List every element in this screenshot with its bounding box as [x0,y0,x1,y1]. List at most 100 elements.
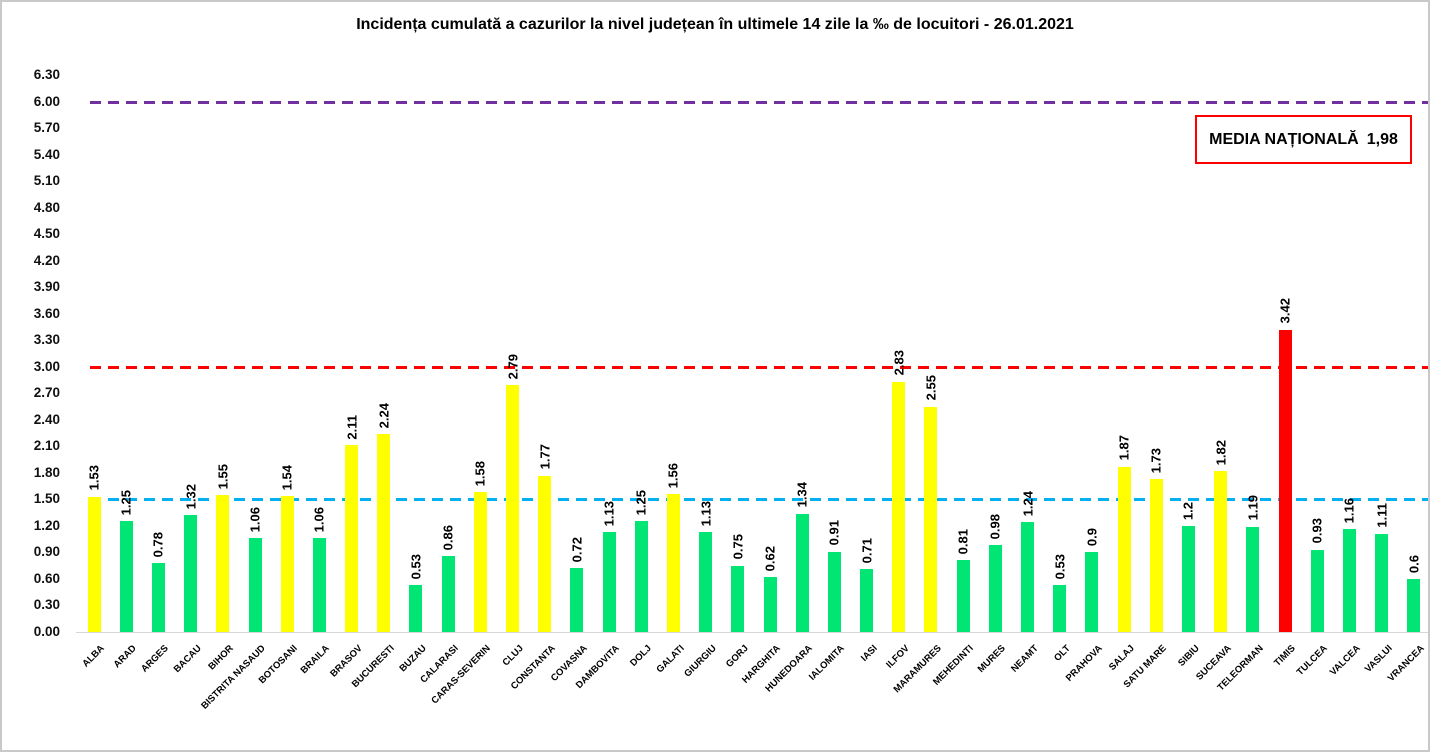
y-tick-label: 1.20 [33,517,60,533]
bar-slot-iasi: 0.71 [851,75,883,632]
bar [602,532,616,632]
bar-value-label: 1.82 [1213,439,1229,466]
bar-value-label: 3.42 [1277,298,1293,324]
bar-slot-timis: 3.42 [1269,75,1301,632]
bar-value-label: 2.24 [376,402,392,428]
y-tick-label: 0.00 [33,624,60,639]
bar-series: 1.53 1.25 0.78 1.32 1.55 1.06 1.54 1.06 2.11 2.24… [78,75,1428,632]
bar-value-label: 1.25 [633,490,649,516]
bar-slot-salaj: 1.87 [1108,75,1140,632]
bar-slot-dolj: 1.25 [625,75,657,632]
bar-value-label: 1.56 [665,462,681,489]
purple-threshold-line [90,100,1428,104]
bar-value-label: 1.19 [1245,495,1261,521]
y-tick-label: 0.60 [33,570,60,586]
bar-value-label: 1.32 [183,483,199,510]
bar [473,492,487,632]
bar [924,406,938,632]
bar [860,569,874,632]
bar [1375,533,1389,632]
bar-slot-maramures: 2.55 [915,75,947,632]
bar-slot-caras-severin: 1.58 [464,75,496,632]
bar-slot-satu-mare: 1.73 [1140,75,1172,632]
bar [441,555,455,632]
bar-value-label: 1.2 [1180,501,1196,520]
bar-slot-arad: 1.25 [110,75,142,632]
bar-slot-galati: 1.56 [657,75,689,632]
bar-value-label: 1.25 [118,490,134,516]
bar-slot-ilfov: 2.83 [883,75,915,632]
x-axis-line [76,632,1428,633]
bar-value-label: 0.75 [730,534,746,560]
bar-value-label: 2.11 [344,414,360,440]
bar-slot-valcea: 1.16 [1333,75,1365,632]
y-tick-label: 5.70 [33,120,60,136]
bar-value-label: 2.79 [505,354,521,380]
bar [1278,329,1292,632]
y-tick-label: 1.50 [33,491,60,507]
bar-value-label: 1.16 [1341,498,1357,524]
y-tick-label: 2.40 [33,411,60,427]
bar [956,560,970,632]
bar [1053,585,1067,632]
bar [699,532,713,632]
bar-slot-bistrita-nasaud: 1.06 [239,75,271,632]
bar-value-label: 1.06 [247,506,263,533]
bar [280,495,294,632]
bar [1246,526,1260,632]
chart-title: Incidența cumulată a cazurilor la nivel … [356,16,1074,33]
bar-value-label: 0.72 [569,537,585,563]
bar-slot-teleorman: 1.19 [1237,75,1269,632]
y-tick-label: 2.10 [33,438,60,454]
bar-slot-gorj: 0.75 [722,75,754,632]
bar [119,521,133,632]
bar-value-label: 1.87 [1116,435,1132,461]
bar-value-label: 0.6 [1406,554,1422,573]
bar-value-label: 1.13 [601,500,617,527]
bar-slot-neamt: 1.24 [1011,75,1043,632]
bar-value-label: 1.73 [1148,447,1164,474]
y-tick-label: 5.10 [33,173,60,189]
y-tick-label: 0.30 [33,597,60,613]
y-tick-label: 3.60 [33,305,60,321]
bar-slot-prahova: 0.9 [1076,75,1108,632]
bar-slot-olt: 0.53 [1044,75,1076,632]
x-tick-label: VRANCEA [1385,643,1427,685]
bar-value-label: 2.55 [923,375,939,401]
y-tick-label: 6.00 [33,93,60,109]
bar-slot-tulcea: 0.93 [1301,75,1333,632]
y-tick-label: 3.00 [33,358,60,374]
bar-value-label: 0.53 [1052,553,1068,580]
bar-value-label: 1.34 [794,482,810,508]
y-tick-label: 1.80 [33,464,60,480]
national-average-box: MEDIA NAȚIONALĂ 1,98 [1195,115,1412,164]
bar [666,494,680,632]
bar-value-label: 0.98 [987,514,1003,540]
bar-value-label: 1.77 [537,444,553,470]
bar-slot-braila: 1.06 [303,75,335,632]
bar-slot-constanta: 1.77 [529,75,561,632]
bar [1021,522,1035,632]
bar-slot-dambovita: 1.13 [593,75,625,632]
bar [1181,525,1195,632]
bar-value-label: 1.11 [1374,503,1390,528]
bar [184,515,198,632]
y-tick-label: 4.80 [33,199,60,215]
bar [409,585,423,632]
bar-value-label: 0.93 [1309,518,1325,544]
blue-threshold-line [90,498,1428,502]
national-average-value: 1,98 [1366,130,1398,148]
bar [1117,466,1131,632]
bar [248,538,262,632]
bar-value-label: 1.53 [86,465,102,491]
bar [377,433,391,632]
bar [216,494,230,632]
bar [731,565,745,632]
bar-slot-harghita: 0.62 [754,75,786,632]
y-tick-label: 3.30 [33,332,60,348]
bar [87,496,101,632]
bar [1149,479,1163,632]
bar [345,445,359,632]
bar-slot-alba: 1.53 [78,75,110,632]
